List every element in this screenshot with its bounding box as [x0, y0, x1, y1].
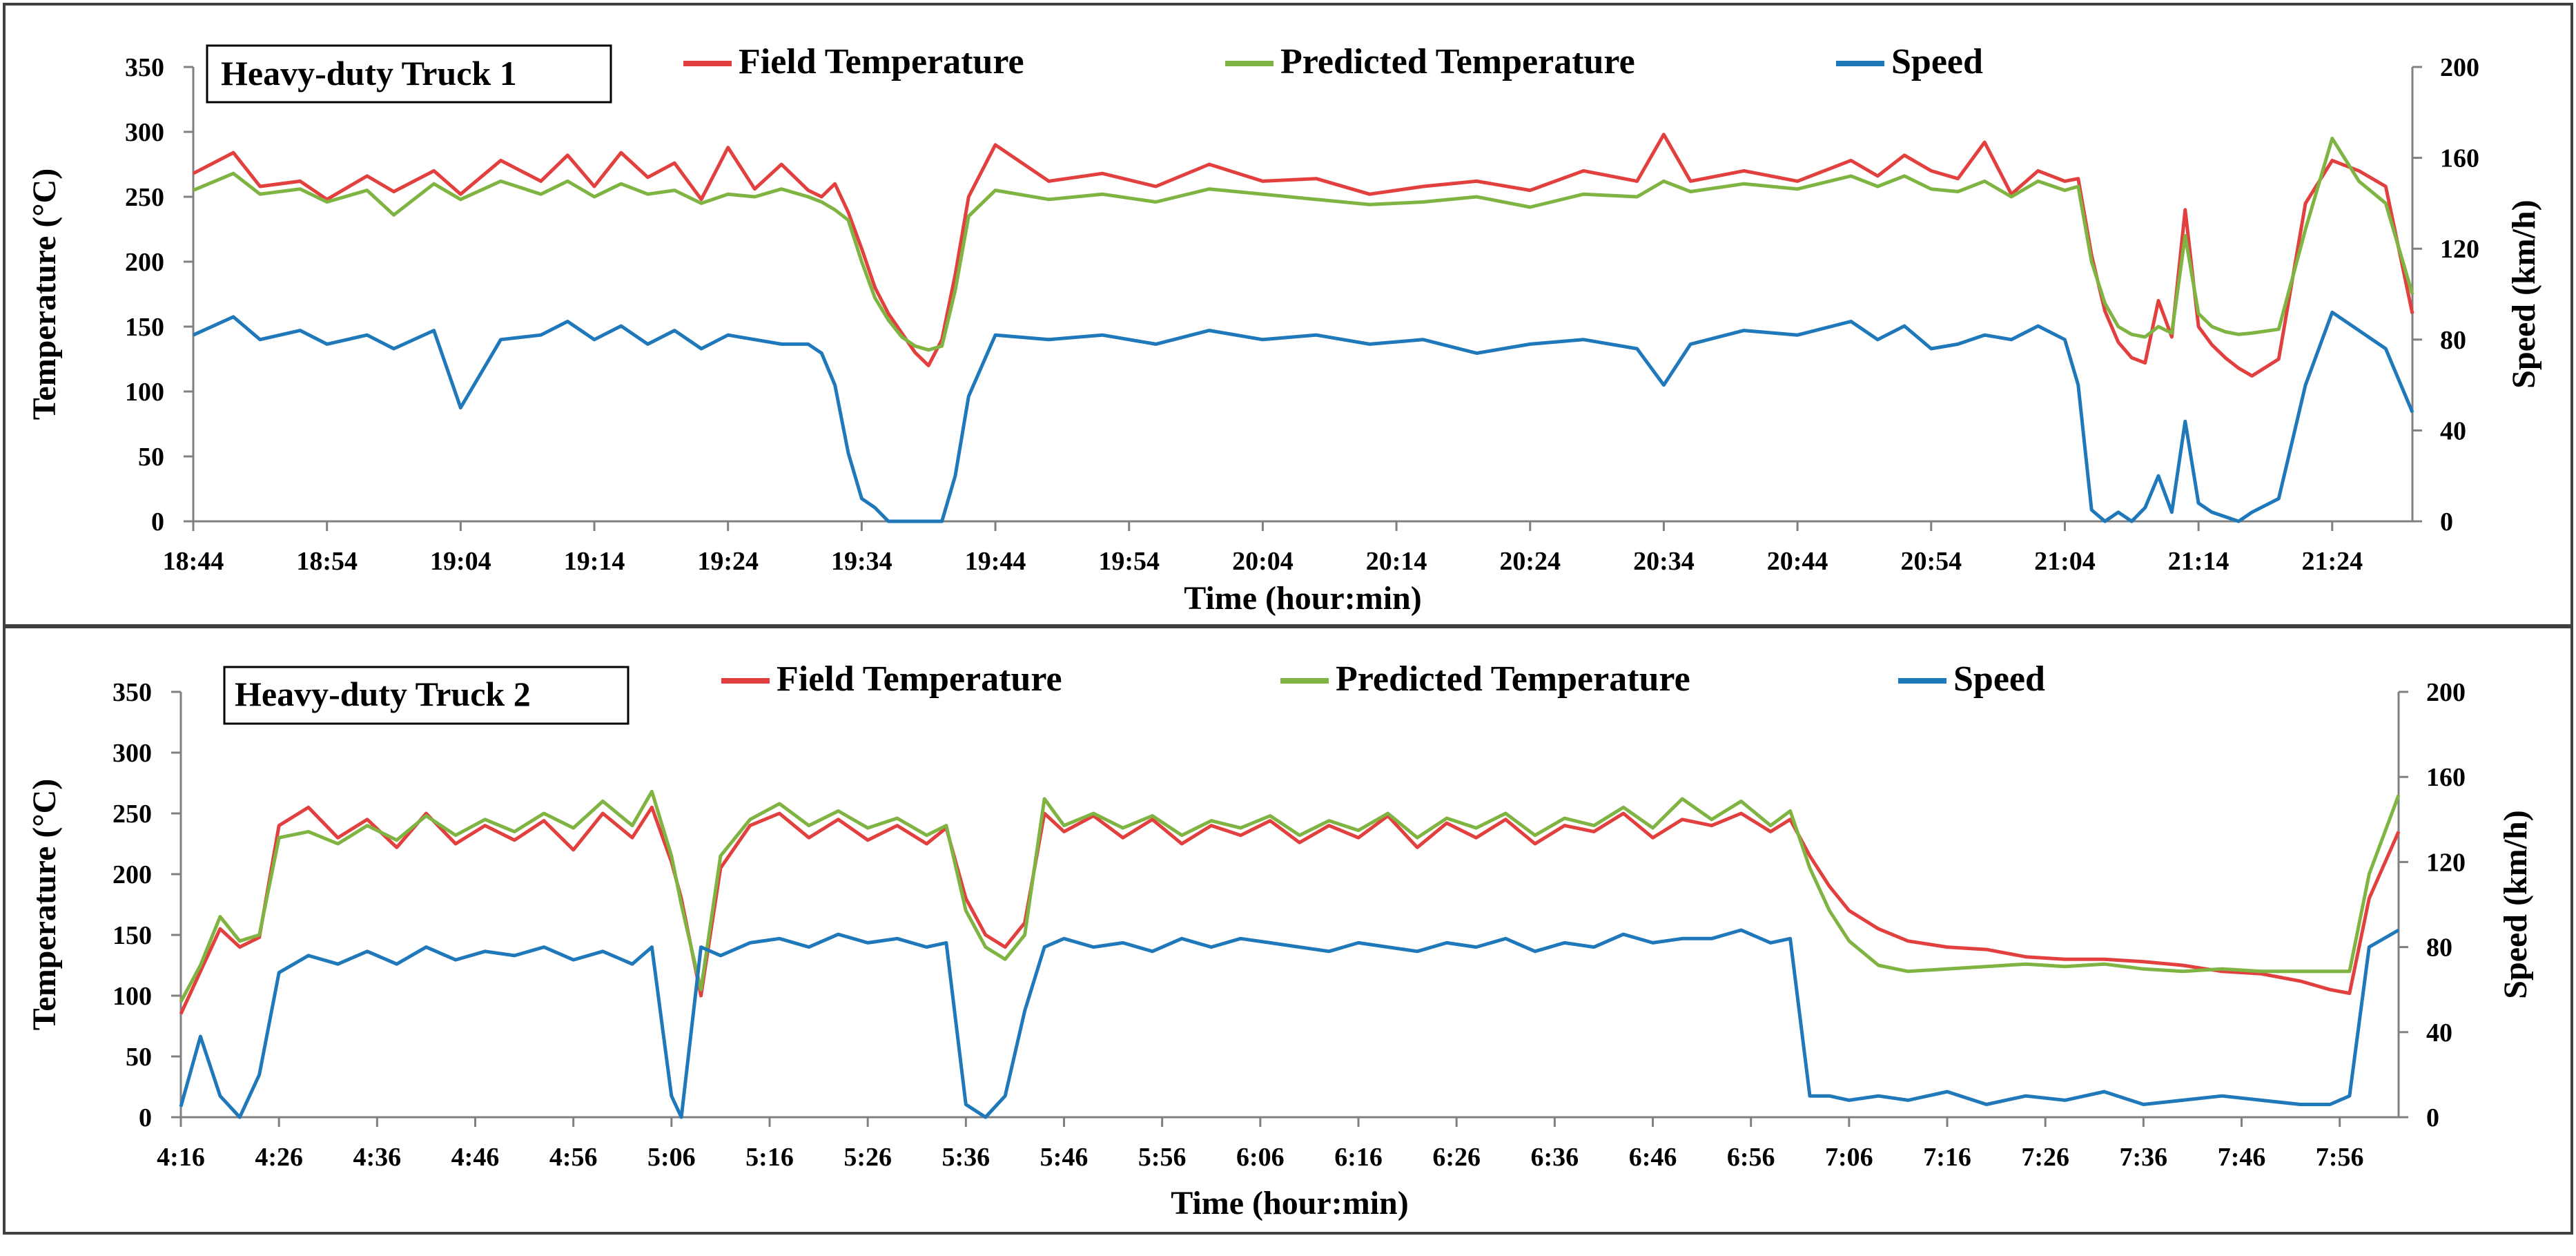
x-tick-label: 4:26 [255, 1143, 303, 1172]
y-tick-label: 50 [126, 1043, 152, 1072]
y-tick-label: 250 [113, 800, 152, 829]
x-tick-label: 7:06 [1825, 1143, 1873, 1172]
y2-tick-label: 120 [2440, 235, 2479, 264]
x-tick-label: 6:56 [1727, 1143, 1775, 1172]
y2-tick-label: 0 [2426, 1103, 2439, 1132]
y-axis-label: Temperature (°C) [26, 168, 63, 420]
x-tick-label: 7:56 [2316, 1143, 2364, 1172]
series-line-field-temperature [192, 133, 2414, 378]
x-tick-label: 20:34 [1633, 547, 1695, 576]
panel-bottom-border [3, 624, 2573, 1235]
y-tick-label: 350 [125, 53, 164, 82]
x-axis-label: Time (hour:min) [1171, 1185, 1408, 1221]
x-tick-label: 5:06 [647, 1143, 696, 1172]
x-tick-label: 19:24 [697, 547, 759, 576]
y-tick-label: 250 [125, 183, 164, 212]
y2-tick-label: 120 [2426, 848, 2466, 877]
y2-tick-label: 80 [2440, 326, 2466, 355]
x-tick-label: 7:26 [2021, 1143, 2069, 1172]
x-tick-label: 4:16 [157, 1143, 205, 1172]
x-tick-label: 19:34 [831, 547, 892, 576]
x-tick-label: 5:56 [1138, 1143, 1187, 1172]
y-axis-label: Temperature (°C) [26, 779, 63, 1030]
legend-label: Field Temperature [777, 659, 1062, 699]
x-tick-label: 5:16 [745, 1143, 794, 1172]
x-tick-label: 6:16 [1334, 1143, 1383, 1172]
x-tick-label: 6:36 [1531, 1143, 1579, 1172]
y2-axis-label: Speed (km/h) [2506, 200, 2542, 388]
x-tick-label: 5:26 [843, 1143, 892, 1172]
y-tick-label: 300 [113, 739, 152, 768]
x-tick-label: 19:04 [430, 547, 491, 576]
y-tick-label: 350 [113, 678, 152, 707]
y2-axis-label: Speed (km/h) [2497, 810, 2534, 998]
x-tick-label: 18:44 [163, 547, 224, 576]
series-line-speed [179, 928, 2400, 1119]
x-tick-label: 6:06 [1236, 1143, 1285, 1172]
y-tick-label: 100 [113, 982, 152, 1011]
x-tick-label: 19:14 [564, 547, 625, 576]
y-tick-label: 100 [125, 378, 164, 407]
y-tick-label: 50 [138, 443, 164, 472]
x-tick-label: 20:04 [1232, 547, 1294, 576]
series-line-field-temperature [179, 805, 2401, 1015]
y-tick-label: 0 [151, 508, 164, 537]
y-tick-label: 300 [125, 118, 164, 147]
legend-label: Predicted Temperature [1280, 42, 1635, 81]
chart-truck-2: 0 50 100 150 200 250 300 350 0 40 80 120 160 200 4:16 4… [26, 659, 2534, 1221]
legend-label: Field Temperature [739, 42, 1024, 81]
x-tick-label: 4:36 [353, 1143, 402, 1172]
legend-label: Predicted Temperature [1336, 659, 1690, 699]
x-tick-label: 21:14 [2168, 547, 2229, 576]
x-tick-label: 7:46 [2218, 1143, 2266, 1172]
legend-label: Speed [1891, 42, 1983, 81]
x-tick-label: 4:46 [451, 1143, 500, 1172]
series-line-predicted-temperature [193, 136, 2414, 352]
chart-title: Heavy-duty Truck 1 [221, 54, 517, 93]
y-tick-label: 200 [113, 860, 152, 889]
x-tick-label: 20:14 [1366, 547, 1427, 576]
y2-tick-label: 0 [2440, 508, 2453, 537]
y2-tick-label: 200 [2440, 53, 2479, 82]
x-tick-label: 19:54 [1098, 547, 1160, 576]
y-tick-label: 200 [125, 248, 164, 277]
y2-tick-label: 80 [2426, 934, 2452, 963]
x-tick-label: 4:56 [549, 1143, 598, 1172]
y-tick-label: 150 [113, 921, 152, 950]
chart-title-box [206, 44, 612, 104]
legend-label: Speed [1953, 659, 2045, 699]
y2-tick-label: 160 [2426, 763, 2466, 792]
x-tick-label: 19:44 [965, 547, 1026, 576]
chart-title: Heavy-duty Truck 2 [235, 675, 531, 713]
y-tick-label: 150 [125, 313, 164, 342]
y2-tick-label: 160 [2440, 144, 2479, 173]
x-tick-label: 5:46 [1040, 1143, 1089, 1172]
x-tick-label: 7:16 [1923, 1143, 1971, 1172]
x-tick-label: 20:54 [1900, 547, 1962, 576]
x-tick-label: 21:04 [2034, 547, 2096, 576]
y2-tick-label: 40 [2440, 416, 2466, 445]
chart-truck-1: 0 50 100 150 200 250 300 350 0 40 80 120 160 200 18:44… [26, 42, 2542, 617]
x-tick-label: 20:44 [1767, 547, 1828, 576]
y2-tick-label: 200 [2426, 678, 2466, 707]
x-tick-label: 6:46 [1629, 1143, 1677, 1172]
x-tick-label: 7:36 [2120, 1143, 2168, 1172]
x-tick-label: 20:24 [1499, 547, 1561, 576]
x-tick-label: 18:54 [296, 547, 358, 576]
series-line-predicted-temperature [179, 789, 2401, 1003]
x-tick-label: 21:24 [2301, 547, 2363, 576]
y2-tick-label: 40 [2426, 1018, 2452, 1047]
x-tick-label: 6:26 [1432, 1143, 1481, 1172]
y-tick-label: 0 [139, 1103, 152, 1132]
chart-title-box [223, 666, 630, 725]
series-line-speed [192, 310, 2414, 523]
x-tick-label: 5:36 [942, 1143, 991, 1172]
x-axis-label: Time (hour:min) [1184, 580, 1421, 617]
